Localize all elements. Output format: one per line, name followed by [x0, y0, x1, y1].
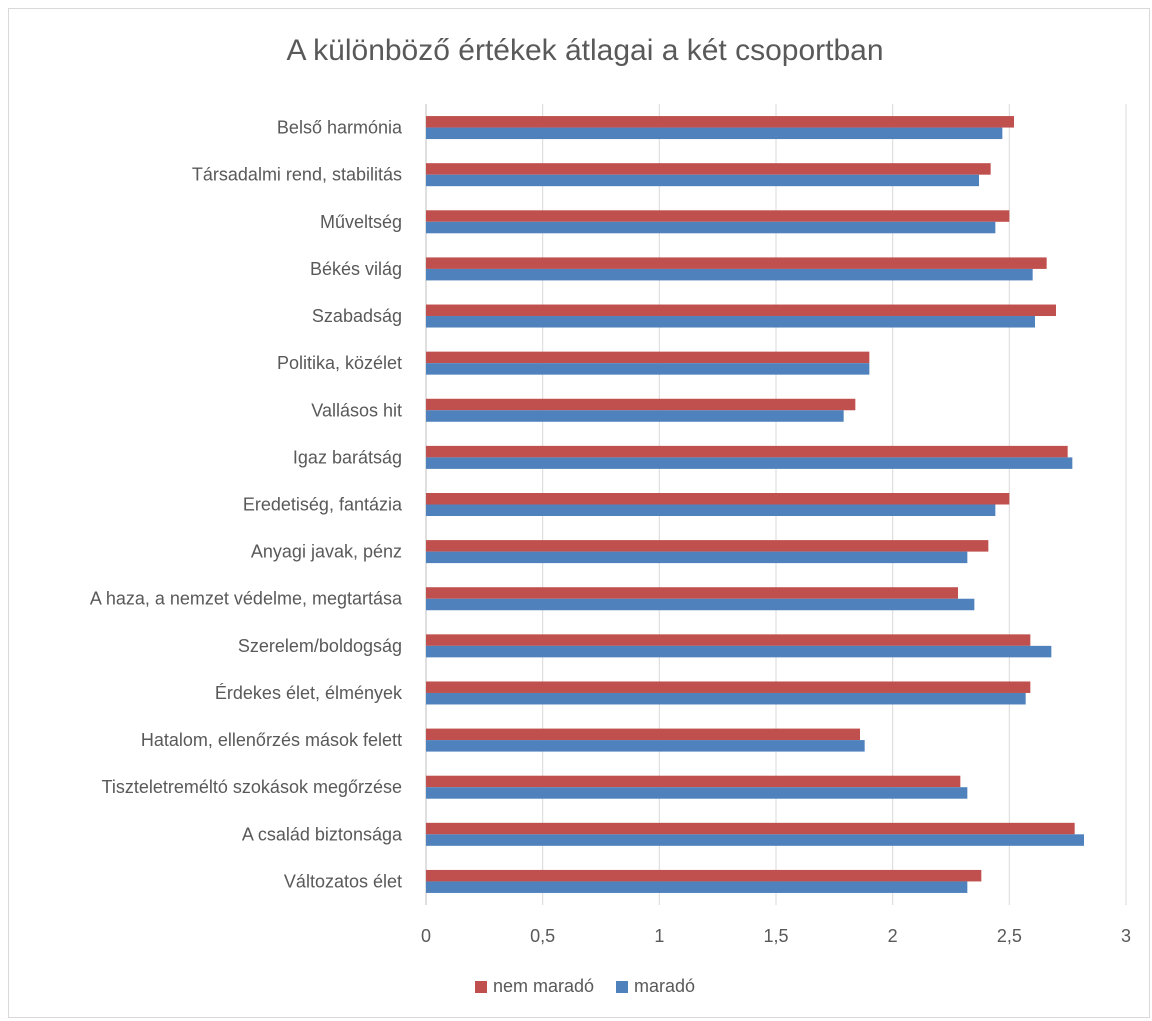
- bar-nem-marado: [426, 728, 860, 741]
- bar-nem-marado: [426, 398, 856, 411]
- category-label: A haza, a nemzet védelme, megtartása: [90, 589, 403, 609]
- bar-marado: [426, 504, 996, 516]
- bar-marado: [426, 834, 1084, 846]
- legend-item-marado: maradó: [616, 976, 695, 997]
- legend-swatch-nem-marado: [474, 980, 487, 993]
- bar-nem-marado: [426, 681, 1031, 693]
- bar-marado: [426, 127, 1003, 140]
- bar-marado: [426, 316, 1035, 328]
- bar-nem-marado: [426, 634, 1031, 646]
- bar-marado: [426, 410, 844, 422]
- bar-marado: [426, 221, 996, 234]
- bar-nem-marado: [426, 304, 1056, 317]
- category-label: A család biztonsága: [242, 824, 403, 844]
- bar-marado: [426, 598, 975, 611]
- bar-nem-marado: [426, 822, 1075, 835]
- bar-marado: [426, 363, 870, 375]
- bar-nem-marado: [426, 445, 1068, 458]
- category-label: Anyagi javak, pénz: [251, 542, 402, 562]
- bar-nem-marado: [426, 210, 1010, 222]
- bar-nem-marado: [426, 116, 1014, 128]
- bar-marado: [426, 551, 968, 564]
- category-label: Szabadság: [312, 306, 402, 326]
- category-label: Műveltség: [320, 212, 402, 232]
- bar-marado: [426, 692, 1026, 705]
- bar-marado: [426, 740, 865, 752]
- category-label: Szerelem/boldogság: [238, 636, 402, 656]
- legend-swatch-marado: [616, 980, 629, 993]
- bar-nem-marado: [426, 775, 961, 788]
- legend-label-nem-marado: nem maradó: [492, 976, 595, 996]
- category-label: Változatos élet: [284, 871, 402, 891]
- category-label: Vallásos hit: [311, 400, 402, 420]
- bar-nem-marado: [426, 163, 991, 175]
- category-label: Eredetiség, fantázia: [243, 495, 403, 515]
- bar-marado: [426, 881, 968, 893]
- x-tick-label: 0,5: [530, 926, 555, 946]
- bar-marado: [426, 268, 1033, 281]
- bar-marado: [426, 457, 1073, 469]
- category-label: Társadalmi rend, stabilitás: [192, 165, 402, 185]
- legend: nem maradó maradó: [0, 976, 1152, 997]
- x-tick-label: 2: [888, 926, 898, 946]
- x-tick-label: 3: [1121, 926, 1131, 946]
- bar-marado: [426, 174, 979, 187]
- bar-nem-marado: [426, 493, 1010, 505]
- bar-nem-marado: [426, 540, 989, 552]
- category-label: Érdekes élet, élmények: [215, 683, 403, 703]
- category-label: Belső harmónia: [277, 118, 403, 138]
- category-label: Hatalom, ellenőrzés mások felett: [141, 730, 402, 750]
- category-label: Politika, közélet: [277, 353, 402, 373]
- legend-item-nem-marado: nem maradó: [474, 976, 595, 997]
- category-label: Igaz barátság: [293, 447, 402, 467]
- x-tick-label: 0: [421, 926, 431, 946]
- bar-nem-marado: [426, 351, 870, 364]
- legend-label-marado: maradó: [634, 976, 696, 996]
- bar-marado: [426, 787, 968, 799]
- x-tick-label: 1: [654, 926, 664, 946]
- category-label: Békés világ: [310, 259, 402, 279]
- x-tick-label: 1,5: [763, 926, 788, 946]
- bar-marado: [426, 645, 1052, 658]
- category-label: Tiszteletreméltó szokások megőrzése: [102, 777, 402, 797]
- bar-nem-marado: [426, 869, 982, 882]
- bar-nem-marado: [426, 257, 1047, 269]
- bar-nem-marado: [426, 587, 958, 599]
- x-tick-label: 2,5: [997, 926, 1022, 946]
- chart-title: A különböző értékek átlagai a két csopor…: [286, 34, 884, 67]
